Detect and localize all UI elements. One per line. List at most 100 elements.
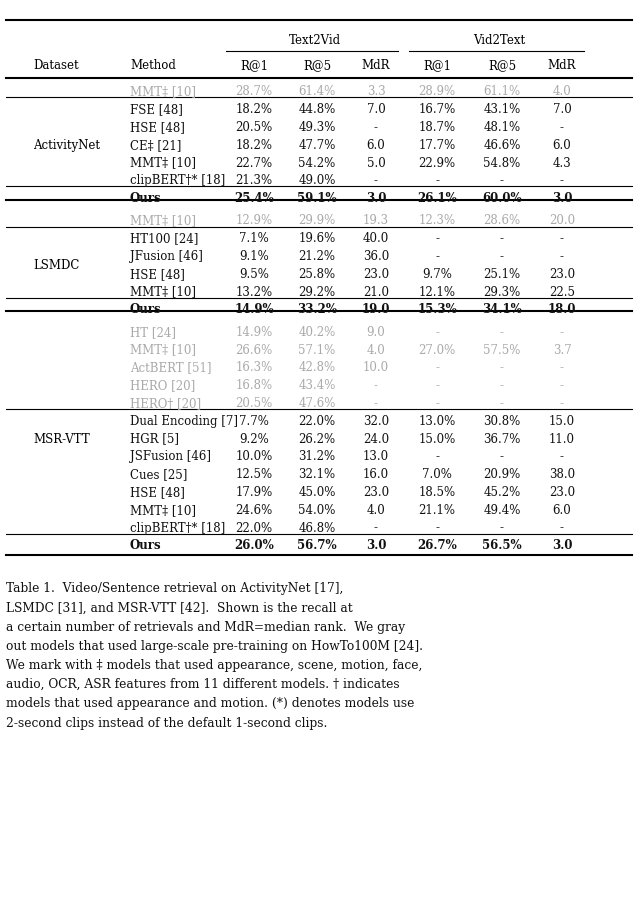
- Text: 36.7%: 36.7%: [483, 432, 521, 445]
- Text: -: -: [374, 174, 378, 187]
- Text: 18.0: 18.0: [548, 303, 576, 316]
- Text: HT100 [24]: HT100 [24]: [130, 232, 198, 245]
- Text: 46.6%: 46.6%: [483, 139, 521, 152]
- Text: -: -: [500, 174, 504, 187]
- Text: 25.4%: 25.4%: [234, 192, 274, 205]
- Text: 22.9%: 22.9%: [419, 156, 456, 170]
- Text: 59.1%: 59.1%: [297, 192, 337, 205]
- Text: CE‡ [21]: CE‡ [21]: [130, 139, 181, 152]
- Text: MMT‡ [10]: MMT‡ [10]: [130, 156, 196, 170]
- Text: -: -: [560, 232, 564, 245]
- Text: 47.6%: 47.6%: [298, 397, 336, 410]
- Text: 9.1%: 9.1%: [239, 250, 269, 262]
- Text: 9.5%: 9.5%: [239, 268, 269, 281]
- Text: 29.9%: 29.9%: [298, 214, 335, 227]
- Text: 14.9%: 14.9%: [236, 326, 273, 338]
- Text: 20.9%: 20.9%: [483, 467, 520, 481]
- Text: -: -: [435, 397, 439, 410]
- Text: 13.2%: 13.2%: [236, 285, 273, 299]
- Text: 3.0: 3.0: [552, 192, 572, 205]
- Text: HERO† [20]: HERO† [20]: [130, 397, 201, 410]
- Text: 26.2%: 26.2%: [298, 432, 335, 445]
- Text: MMT‡ [10]: MMT‡ [10]: [130, 214, 196, 227]
- Text: 21.1%: 21.1%: [419, 503, 456, 516]
- Text: -: -: [374, 379, 378, 391]
- Text: -: -: [500, 250, 504, 262]
- Text: 40.0: 40.0: [363, 232, 389, 245]
- Text: -: -: [435, 450, 439, 463]
- Text: 23.0: 23.0: [549, 485, 575, 499]
- Text: -: -: [560, 397, 564, 410]
- Text: HSE [48]: HSE [48]: [130, 121, 185, 133]
- Text: 32.1%: 32.1%: [298, 467, 335, 481]
- Text: 3.0: 3.0: [365, 538, 387, 552]
- Text: HERO [20]: HERO [20]: [130, 379, 195, 391]
- Text: 10.0: 10.0: [363, 361, 389, 374]
- Text: 10.0%: 10.0%: [236, 450, 273, 463]
- Text: 42.8%: 42.8%: [298, 361, 335, 374]
- Text: JSFusion [46]: JSFusion [46]: [130, 450, 211, 463]
- Text: a certain number of retrievals and MdR=median rank.  We gray: a certain number of retrievals and MdR=m…: [6, 620, 405, 633]
- Text: clipBERT†* [18]: clipBERT†* [18]: [130, 521, 225, 534]
- Text: -: -: [435, 232, 439, 245]
- Text: 6.0: 6.0: [552, 139, 572, 152]
- Text: 7.0: 7.0: [552, 103, 572, 116]
- Text: MdR: MdR: [548, 59, 576, 72]
- Text: -: -: [500, 521, 504, 534]
- Text: 34.1%: 34.1%: [482, 303, 522, 316]
- Text: 3.0: 3.0: [552, 538, 572, 552]
- Text: LSMDC [31], and MSR-VTT [42].  Shown is the recall at: LSMDC [31], and MSR-VTT [42]. Shown is t…: [6, 601, 353, 613]
- Text: MMT‡ [10]: MMT‡ [10]: [130, 343, 196, 356]
- Text: 7.7%: 7.7%: [239, 414, 269, 428]
- Text: -: -: [560, 326, 564, 338]
- Text: 47.7%: 47.7%: [298, 139, 336, 152]
- Text: 28.7%: 28.7%: [236, 85, 273, 98]
- Text: 22.0%: 22.0%: [298, 414, 335, 428]
- Text: 49.3%: 49.3%: [298, 121, 336, 133]
- Text: 31.2%: 31.2%: [298, 450, 335, 463]
- Text: -: -: [374, 397, 378, 410]
- Text: -: -: [435, 521, 439, 534]
- Text: -: -: [435, 326, 439, 338]
- Text: R@5: R@5: [303, 59, 331, 72]
- Text: 6.0: 6.0: [367, 139, 385, 152]
- Text: 12.1%: 12.1%: [419, 285, 456, 299]
- Text: 2-second clips instead of the default 1-second clips.: 2-second clips instead of the default 1-…: [6, 716, 328, 729]
- Text: ActBERT [51]: ActBERT [51]: [130, 361, 211, 374]
- Text: 19.0: 19.0: [362, 303, 390, 316]
- Text: HGR [5]: HGR [5]: [130, 432, 179, 445]
- Text: 4.0: 4.0: [367, 343, 385, 356]
- Text: 12.5%: 12.5%: [236, 467, 273, 481]
- Text: 49.0%: 49.0%: [298, 174, 336, 187]
- Text: 54.0%: 54.0%: [298, 503, 336, 516]
- Text: 7.0: 7.0: [367, 103, 385, 116]
- Text: MMT‡ [10]: MMT‡ [10]: [130, 285, 196, 299]
- Text: 3.0: 3.0: [365, 192, 387, 205]
- Text: 26.1%: 26.1%: [417, 192, 457, 205]
- Text: 9.0: 9.0: [367, 326, 385, 338]
- Text: -: -: [500, 232, 504, 245]
- Text: 19.6%: 19.6%: [298, 232, 335, 245]
- Text: -: -: [500, 361, 504, 374]
- Text: 29.3%: 29.3%: [483, 285, 520, 299]
- Text: -: -: [560, 361, 564, 374]
- Text: 16.3%: 16.3%: [236, 361, 273, 374]
- Text: 61.4%: 61.4%: [298, 85, 335, 98]
- Text: 3.3: 3.3: [367, 85, 385, 98]
- Text: MMT‡ [10]: MMT‡ [10]: [130, 85, 196, 98]
- Text: -: -: [435, 379, 439, 391]
- Text: Vid2Text: Vid2Text: [474, 34, 525, 47]
- Text: 7.0%: 7.0%: [422, 467, 452, 481]
- Text: 15.0: 15.0: [549, 414, 575, 428]
- Text: -: -: [560, 121, 564, 133]
- Text: 44.8%: 44.8%: [298, 103, 335, 116]
- Text: 16.0: 16.0: [363, 467, 389, 481]
- Text: 7.1%: 7.1%: [239, 232, 269, 245]
- Text: models that used appearance and motion. (*) denotes models use: models that used appearance and motion. …: [6, 696, 414, 710]
- Text: 45.0%: 45.0%: [298, 485, 336, 499]
- Text: 60.0%: 60.0%: [482, 192, 522, 205]
- Text: -: -: [500, 326, 504, 338]
- Text: LSMDC: LSMDC: [33, 259, 79, 272]
- Text: Cues [25]: Cues [25]: [130, 467, 188, 481]
- Text: 33.2%: 33.2%: [297, 303, 337, 316]
